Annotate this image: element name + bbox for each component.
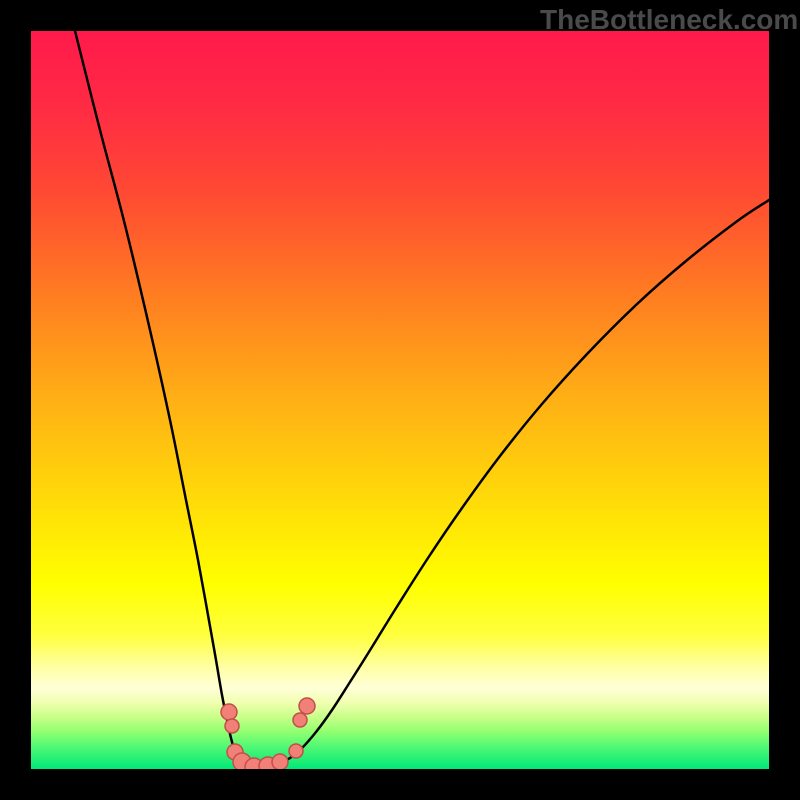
data-marker: [272, 754, 288, 770]
bottleneck-curve: [75, 31, 769, 768]
data-marker: [221, 704, 237, 720]
curve-overlay: [0, 0, 800, 800]
data-markers: [221, 698, 315, 776]
data-marker: [289, 744, 303, 758]
data-marker: [299, 698, 315, 714]
data-marker: [225, 719, 239, 733]
data-marker: [293, 713, 307, 727]
chart-container: TheBottleneck.com: [0, 0, 800, 800]
watermark-text: TheBottleneck.com: [540, 4, 798, 36]
